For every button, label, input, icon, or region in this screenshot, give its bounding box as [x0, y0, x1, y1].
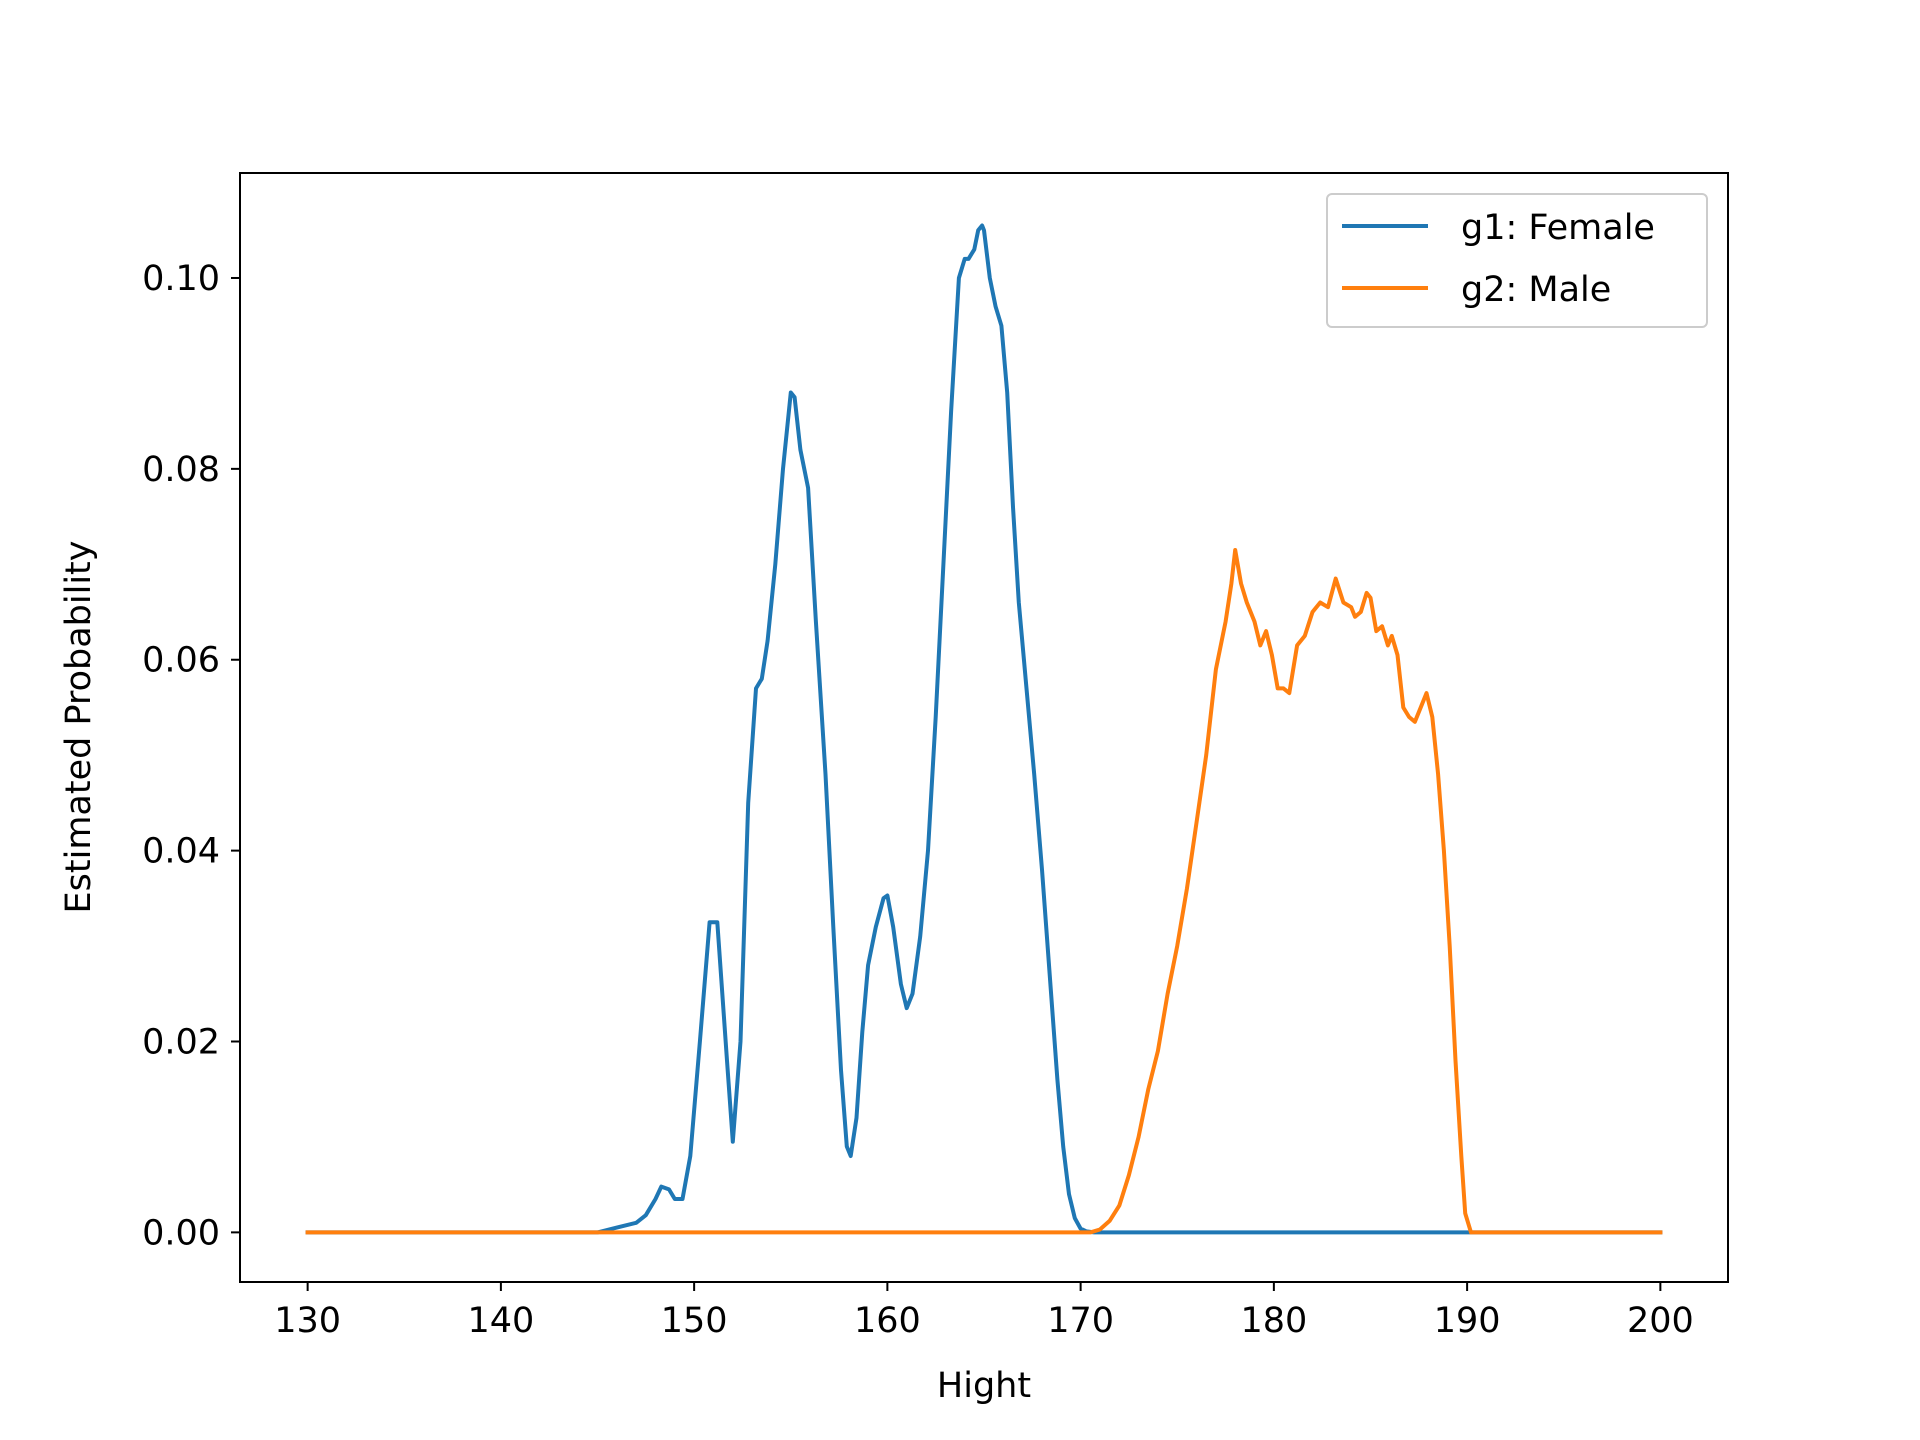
- series-line-female: [305, 223, 1663, 1235]
- y-tick-label: 0.00: [142, 1213, 220, 1253]
- x-tick-label: 180: [1240, 1301, 1307, 1341]
- x-axis-title: Hight: [937, 1366, 1031, 1406]
- series-line-male: [305, 548, 1663, 1235]
- plot-background: [240, 173, 1728, 1282]
- y-axis: 0.00 0.02 0.04 0.06 0.08 0.10: [142, 259, 240, 1253]
- plot-frame: [239, 172, 1729, 1283]
- x-tick-label: 160: [854, 1301, 921, 1341]
- legend-label-male: g2: Male: [1461, 270, 1611, 310]
- y-tick-label: 0.08: [142, 450, 220, 490]
- x-axis: 130 140 150 160 170 180 190 200: [274, 1282, 1694, 1341]
- x-tick-label: 170: [1047, 1301, 1114, 1341]
- y-tick-label: 0.04: [142, 832, 220, 872]
- y-tick-label: 0.02: [142, 1022, 220, 1062]
- legend-label-female: g1: Female: [1461, 208, 1655, 248]
- x-tick-label: 140: [467, 1301, 534, 1341]
- plot-area: [239, 172, 1729, 1283]
- y-tick-label: 0.06: [142, 641, 220, 681]
- x-tick-label: 150: [661, 1301, 728, 1341]
- x-tick-label: 190: [1434, 1301, 1501, 1341]
- series-layer: [305, 223, 1663, 1235]
- x-tick-label: 200: [1627, 1301, 1694, 1341]
- y-axis-title: Estimated Probability: [59, 541, 99, 914]
- legend: g1: Female g2: Male: [1326, 193, 1708, 328]
- x-tick-label: 130: [274, 1301, 341, 1341]
- y-tick-label: 0.10: [142, 259, 220, 299]
